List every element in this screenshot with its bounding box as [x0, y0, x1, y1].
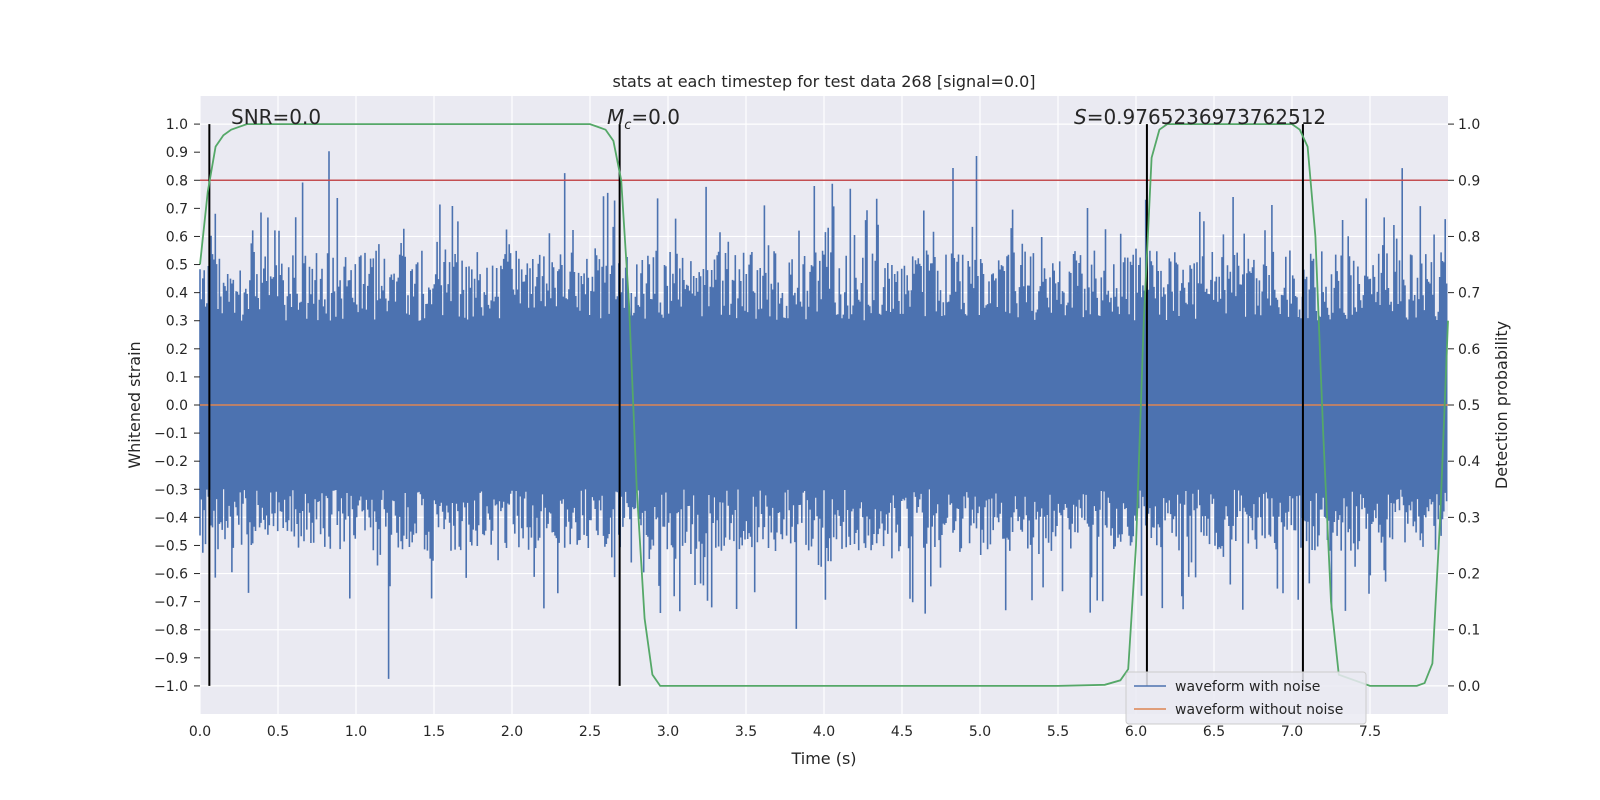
y-right-tick-label: 0.6 [1458, 342, 1480, 358]
y-right-tick-label: 0.3 [1458, 510, 1480, 526]
legend-label-noise: waveform with noise [1175, 679, 1320, 695]
y-left-tick-label: 0.9 [166, 145, 188, 161]
y-axis-left-label: Whitened strain [125, 341, 144, 468]
mc-subscript: c [624, 118, 631, 133]
y-right-tick-label: 0.4 [1458, 454, 1480, 470]
y-left-tick-label: 0.3 [166, 314, 188, 330]
y-left-tick-label: −0.9 [154, 651, 188, 667]
y-left-tick-label: 0.1 [166, 370, 188, 386]
y-left-tick-label: 0.0 [166, 398, 188, 414]
y-left-tick-label: 0.7 [166, 201, 188, 217]
s-value: =0.9765236973762512 [1087, 105, 1326, 129]
y-left-tick-label: −0.6 [154, 567, 188, 583]
x-tick-label: 7.0 [1281, 724, 1303, 740]
x-tick-label: 6.0 [1125, 724, 1147, 740]
x-axis-label: Time (s) [790, 749, 856, 768]
chart-title: stats at each timestep for test data 268… [612, 72, 1035, 91]
s-annotation: S=0.9765236973762512 [1074, 105, 1326, 129]
y-left-tick-label: −0.4 [154, 510, 188, 526]
x-tick-label: 5.0 [969, 724, 991, 740]
y-left-tick-label: −0.5 [154, 538, 188, 554]
y-left-tick-label: 0.5 [166, 258, 188, 274]
x-tick-label: 0.0 [189, 724, 211, 740]
y-right-tick-label: 0.5 [1458, 398, 1480, 414]
x-tick-label: 3.5 [735, 724, 757, 740]
y-right-tick-label: 0.1 [1458, 623, 1480, 639]
noise-waveform [199, 151, 1448, 679]
x-tick-label: 0.5 [267, 724, 289, 740]
x-tick-label: 1.0 [345, 724, 367, 740]
y-left-tick-label: 1.0 [166, 117, 188, 133]
y-axis-right-ticks: 1.0 0.9 0.8 0.7 0.6 0.5 0.4 0.3 0.2 0.1 0.0 [1448, 117, 1480, 695]
noise-waveform-path [199, 151, 1448, 679]
x-tick-label: 6.5 [1203, 724, 1225, 740]
mc-symbol: M [607, 105, 624, 129]
probability-curve-group [199, 123, 1449, 687]
y-left-tick-label: −0.2 [154, 454, 188, 470]
y-left-tick-label: −0.7 [154, 595, 188, 611]
y-left-tick-label: 0.6 [166, 229, 188, 245]
y-left-tick-label: 0.2 [166, 342, 188, 358]
y-left-tick-label: −1.0 [154, 679, 188, 695]
legend-label-clean: waveform without noise [1175, 702, 1343, 718]
snr-annotation: SNR=0.0 [231, 105, 321, 129]
y-right-tick-label: 0.8 [1458, 229, 1480, 245]
y-left-tick-label: 0.4 [166, 286, 188, 302]
y-left-tick-label: −0.1 [154, 426, 188, 442]
y-right-tick-label: 1.0 [1458, 117, 1480, 133]
y-left-tick-label: −0.8 [154, 623, 188, 639]
y-axis-right-label: Detection probability [1492, 321, 1511, 489]
y-right-tick-label: 0.2 [1458, 567, 1480, 583]
x-tick-label: 2.0 [501, 724, 523, 740]
legend-box [1125, 671, 1367, 725]
s-symbol: S [1074, 105, 1087, 129]
vertical-markers [208, 124, 1304, 686]
y-left-tick-label: −0.3 [154, 482, 188, 498]
x-tick-label: 4.0 [813, 724, 835, 740]
x-tick-label: 1.5 [423, 724, 445, 740]
x-tick-label: 4.5 [891, 724, 913, 740]
y-axis-left-ticks: 1.0 0.9 0.8 0.7 0.6 0.5 0.4 0.3 0.2 0.1 0.0 −0.1 −0.… [154, 117, 200, 695]
mc-value: =0.0 [631, 105, 680, 129]
legend: waveform with noise waveform without noi… [1125, 671, 1367, 725]
x-axis-ticks: 0.0 0.5 1.0 1.5 2.0 2.5 3.0 3.5 4.0 4.5 5.0 5.5 6.0 6… [189, 724, 1381, 740]
probability-curve [199, 123, 1449, 687]
y-right-tick-label: 0.0 [1458, 679, 1480, 695]
y-right-tick-label: 0.9 [1458, 173, 1480, 189]
x-tick-label: 7.5 [1359, 724, 1381, 740]
y-right-tick-label: 0.7 [1458, 286, 1480, 302]
x-tick-label: 5.5 [1047, 724, 1069, 740]
y-left-tick-label: 0.8 [166, 173, 188, 189]
mc-annotation: Mc=0.0 [607, 105, 680, 133]
x-tick-label: 2.5 [579, 724, 601, 740]
x-tick-label: 3.0 [657, 724, 679, 740]
